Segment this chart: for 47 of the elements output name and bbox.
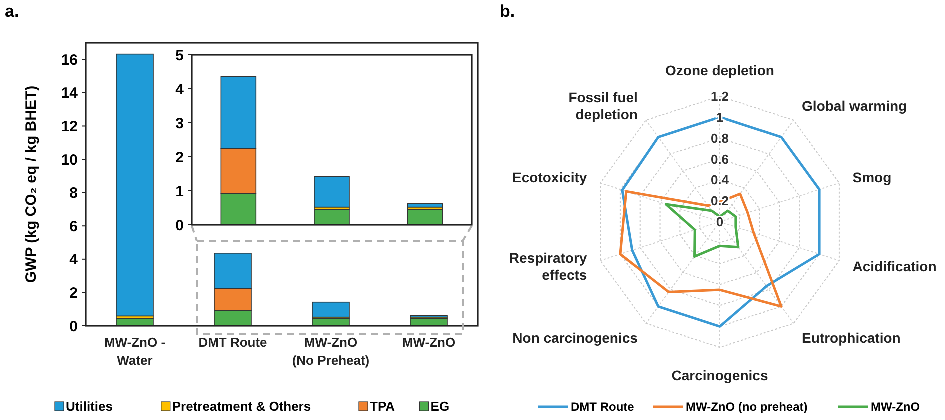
y-tick-label: 14 [61, 85, 79, 102]
y-tick-label: 6 [70, 218, 78, 236]
y-tick-label: 1 [176, 183, 184, 200]
x-tick-label: MW-ZnO (No Preheat) [292, 335, 370, 368]
y-tick-label: 12 [61, 118, 78, 136]
y-tick-label: 16 [61, 52, 78, 69]
y-tick-label: 0.4 [710, 172, 730, 188]
y-tick-label: 0.8 [710, 130, 730, 146]
y-tick-label: 2 [176, 149, 184, 166]
legend-label: TPA [370, 399, 396, 414]
chart-title: a. [5, 2, 20, 21]
legend-label: DMT Route [571, 400, 635, 414]
y-tick-label: 0 [716, 214, 724, 230]
legend-label: Utilities [66, 399, 113, 414]
y-tick-label: 4 [176, 81, 185, 98]
spoke-label: Non carcinogenics [512, 330, 638, 346]
chart-title: b. [500, 2, 516, 21]
legend-label: MW-ZnO (no preheat) [686, 400, 808, 414]
spoke-label: Smog [852, 170, 892, 186]
legend-label: EG [430, 399, 450, 414]
spoke-label: Global warming [802, 98, 908, 114]
x-tick-label: MW-ZnO [402, 335, 456, 350]
y-tick-label: 1.2 [710, 88, 730, 104]
spoke-label: Respiratory effects [509, 250, 588, 283]
bar [314, 176, 350, 208]
y-tick-label: 8 [70, 185, 78, 202]
y-tick-label: 5 [176, 47, 184, 64]
y-tick-label: 0.6 [710, 152, 730, 167]
legend-label: Pretreatment & Others [172, 399, 312, 414]
spoke-label: Eutrophication [802, 330, 901, 346]
spoke-label: Acidification [852, 258, 937, 274]
legend-label: MW-ZnO [871, 400, 920, 414]
y-tick-label: 10 [61, 152, 78, 169]
x-tick-label: DMT Route [198, 335, 268, 350]
spoke-label: Carcinogenics [672, 368, 768, 384]
y-tick-label: 0 [70, 318, 78, 336]
spoke-label: Ozone depletion [666, 62, 774, 78]
bar [116, 54, 154, 317]
y-axis-title: GWP (kg CO₂ eq / kg BHET) [23, 86, 40, 284]
bar [407, 204, 444, 208]
y-tick-label: 4 [70, 252, 79, 269]
y-tick-label: 2 [70, 284, 78, 302]
spoke-label: Fossil fuel depletion [568, 89, 638, 122]
x-tick-label: MW-ZnO - Water [104, 335, 166, 368]
y-tick-label: 3 [176, 115, 184, 132]
spoke-label: Ecotoxicity [512, 170, 588, 186]
y-tick-label: 0 [176, 217, 184, 234]
